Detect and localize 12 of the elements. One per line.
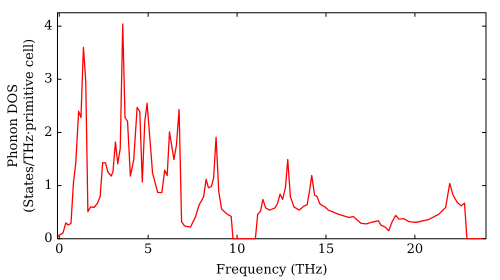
y-axis-title: Phonon DOS (States/THz·primitive cell) [6, 38, 37, 213]
x-tick-label: 10 [228, 242, 246, 257]
x-tick-label: 5 [144, 242, 152, 257]
y-tick-label: 1 [44, 178, 52, 193]
x-tick-label: 15 [318, 242, 334, 257]
x-tick-label: 0 [55, 242, 64, 257]
y-tick-label: 3 [44, 72, 52, 87]
y-tick-label: 2 [44, 124, 52, 140]
x-axis-title: Frequency (THz) [216, 262, 328, 278]
x-tick-label: 20 [406, 242, 424, 257]
y-tick-label: 4 [44, 18, 52, 34]
y-tick-label: 0 [44, 231, 52, 246]
